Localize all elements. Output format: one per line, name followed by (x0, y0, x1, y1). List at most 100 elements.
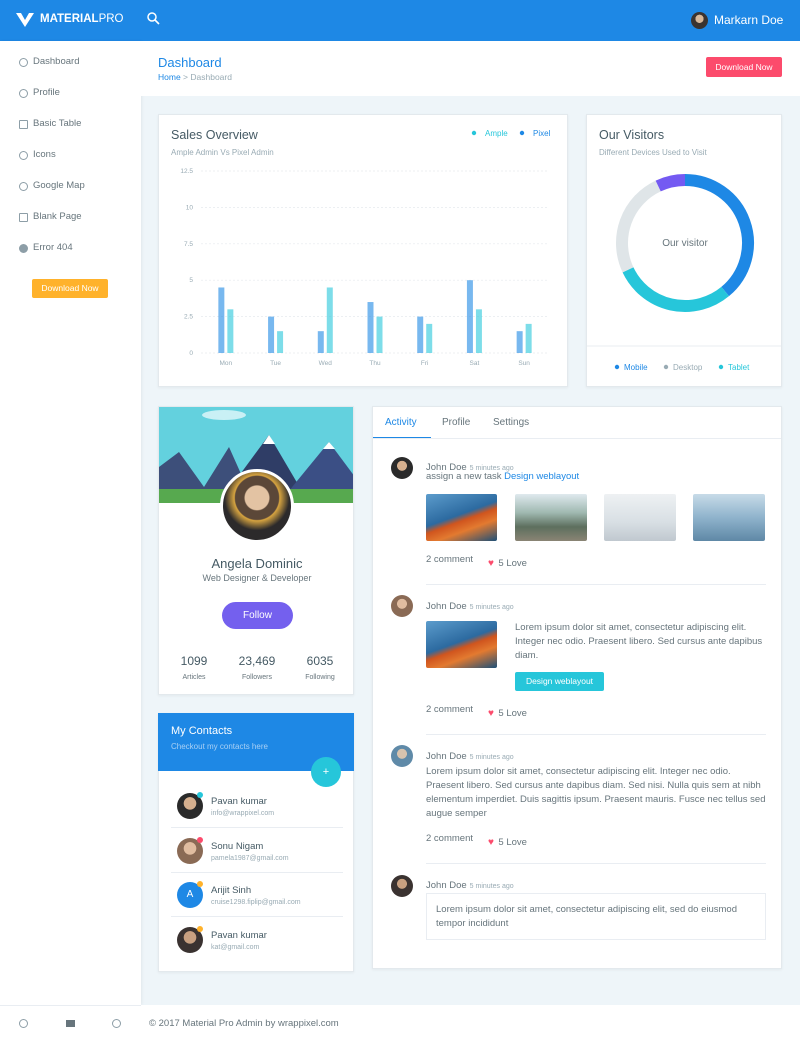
bar (277, 331, 284, 353)
photo (515, 494, 587, 541)
footer-text: © 2017 Material Pro Admin by wrappixel.c… (149, 1018, 339, 1029)
menu-item[interactable]: Blank Page (33, 211, 82, 222)
activity-avatar (391, 745, 413, 767)
contact-name[interactable]: Pavan kumar (211, 930, 267, 941)
contact-name[interactable]: Arijit Sinh (211, 885, 252, 896)
divider (171, 916, 343, 917)
bar (466, 280, 473, 353)
menu-item[interactable]: Profile (33, 87, 60, 98)
x-tick-label: Tue (270, 360, 281, 367)
comment-count[interactable]: 2 comment (426, 704, 473, 715)
visitors-card: Our Visitors Different Devices Used to V… (586, 114, 782, 387)
menu-icon (19, 213, 28, 222)
settings-icon[interactable] (19, 1019, 28, 1028)
tab[interactable]: Activity (385, 417, 417, 428)
follow-button[interactable]: Follow (222, 602, 293, 629)
breadcrumb: Home > Dashboard (158, 73, 232, 82)
stat-value: 6035 (306, 654, 334, 668)
legend-marker (718, 364, 724, 370)
photo (693, 494, 765, 541)
legend-label: Ample (485, 129, 508, 138)
activity-text: assign a new task Design weblayout (426, 472, 579, 482)
menu-item[interactable]: Dashboard (33, 56, 80, 67)
love[interactable]: ♥ 5 Love (488, 833, 527, 849)
shape (323, 442, 335, 449)
contacts-card: My Contacts Checkout my contacts here + … (158, 713, 354, 972)
breadcrumb-separator: > (180, 72, 191, 82)
activity-avatar (391, 457, 413, 479)
author[interactable]: John Doe (426, 601, 467, 612)
bar (367, 302, 374, 353)
bar (218, 287, 225, 353)
time: 5 minutes ago (469, 604, 514, 611)
menu-item[interactable]: Error 404 (33, 242, 73, 253)
x-tick-label: Mon (220, 360, 233, 367)
legend-marker (471, 130, 477, 136)
activity-text: Lorem ipsum dolor sit amet, consectetur … (426, 766, 766, 819)
tab[interactable]: Profile (442, 417, 471, 428)
contacts-subtitle: Checkout my contacts here (171, 742, 268, 751)
user-avatar[interactable] (691, 12, 708, 29)
bar (516, 331, 523, 353)
search-icon[interactable] (147, 12, 160, 25)
breadcrumb-current: Dashboard (190, 72, 232, 82)
task-button[interactable]: Design weblayout (515, 672, 604, 691)
doughnut-chart: Our visitor Mobile Desktop Tablet (587, 174, 781, 372)
top-bar (0, 0, 800, 41)
menu-item[interactable]: Basic Table (33, 118, 82, 129)
photo (426, 621, 497, 668)
bar (268, 316, 275, 353)
sidebar-download-button[interactable]: Download Now (32, 279, 108, 298)
breadcrumb-link[interactable]: Home (158, 72, 181, 82)
shape (263, 435, 275, 444)
heart-icon: ♥ (488, 558, 494, 569)
power-icon[interactable] (112, 1019, 121, 1028)
bar (326, 287, 333, 353)
card-title: Sales Overview (171, 128, 258, 142)
profile-role: Web Designer & Developer (202, 573, 312, 583)
shape (279, 442, 353, 503)
author[interactable]: John Doe (426, 462, 467, 473)
legend-marker (663, 364, 669, 370)
card-subtitle: Different Devices Used to Visit (599, 148, 707, 157)
love[interactable]: ♥ 5 Love (488, 554, 527, 570)
logo-icon (16, 13, 34, 27)
stat-value: 23,469 (238, 654, 276, 668)
heart-icon: ♥ (488, 837, 494, 848)
contact-email: kat@gmail.com (211, 944, 260, 951)
x-tick-label: Thu (369, 360, 381, 367)
divider (171, 827, 343, 828)
download-button[interactable]: Download Now (706, 57, 782, 77)
menu-item[interactable]: Icons (33, 149, 56, 160)
activity-avatar (391, 875, 413, 897)
legend-marker (519, 130, 525, 136)
contact-name[interactable]: Pavan kumar (211, 796, 267, 807)
legend-label: Mobile (624, 363, 648, 372)
contacts-title: My Contacts (171, 725, 233, 737)
status-dot (197, 837, 203, 843)
love-count: 5 Love (498, 558, 527, 569)
bar (426, 323, 433, 353)
mail-icon[interactable] (66, 1020, 75, 1027)
heart-icon: ♥ (488, 708, 494, 719)
user-name[interactable]: Markarn Doe (714, 13, 784, 27)
tab[interactable]: Settings (493, 417, 530, 428)
add-contact-button[interactable]: + (311, 757, 341, 787)
love[interactable]: ♥ 5 Love (488, 704, 527, 720)
author[interactable]: John Doe (426, 880, 467, 891)
comment-count[interactable]: 2 comment (426, 554, 473, 565)
doughnut-segment (616, 180, 661, 273)
doughnut-segment (684, 174, 754, 297)
shape (147, 12, 157, 22)
task-link[interactable]: Design weblayout (504, 471, 580, 482)
text: assign a new task (426, 471, 502, 482)
comment-count[interactable]: 2 comment (426, 833, 473, 844)
author[interactable]: John Doe (426, 751, 467, 762)
contact-name[interactable]: Sonu Nigam (211, 841, 264, 852)
y-tick-label: 12.5 (180, 168, 193, 175)
bar (317, 331, 324, 353)
page-title: Dashboard (158, 55, 222, 70)
divider (426, 584, 766, 585)
menu-icon (19, 89, 28, 98)
menu-item[interactable]: Google Map (33, 180, 85, 191)
